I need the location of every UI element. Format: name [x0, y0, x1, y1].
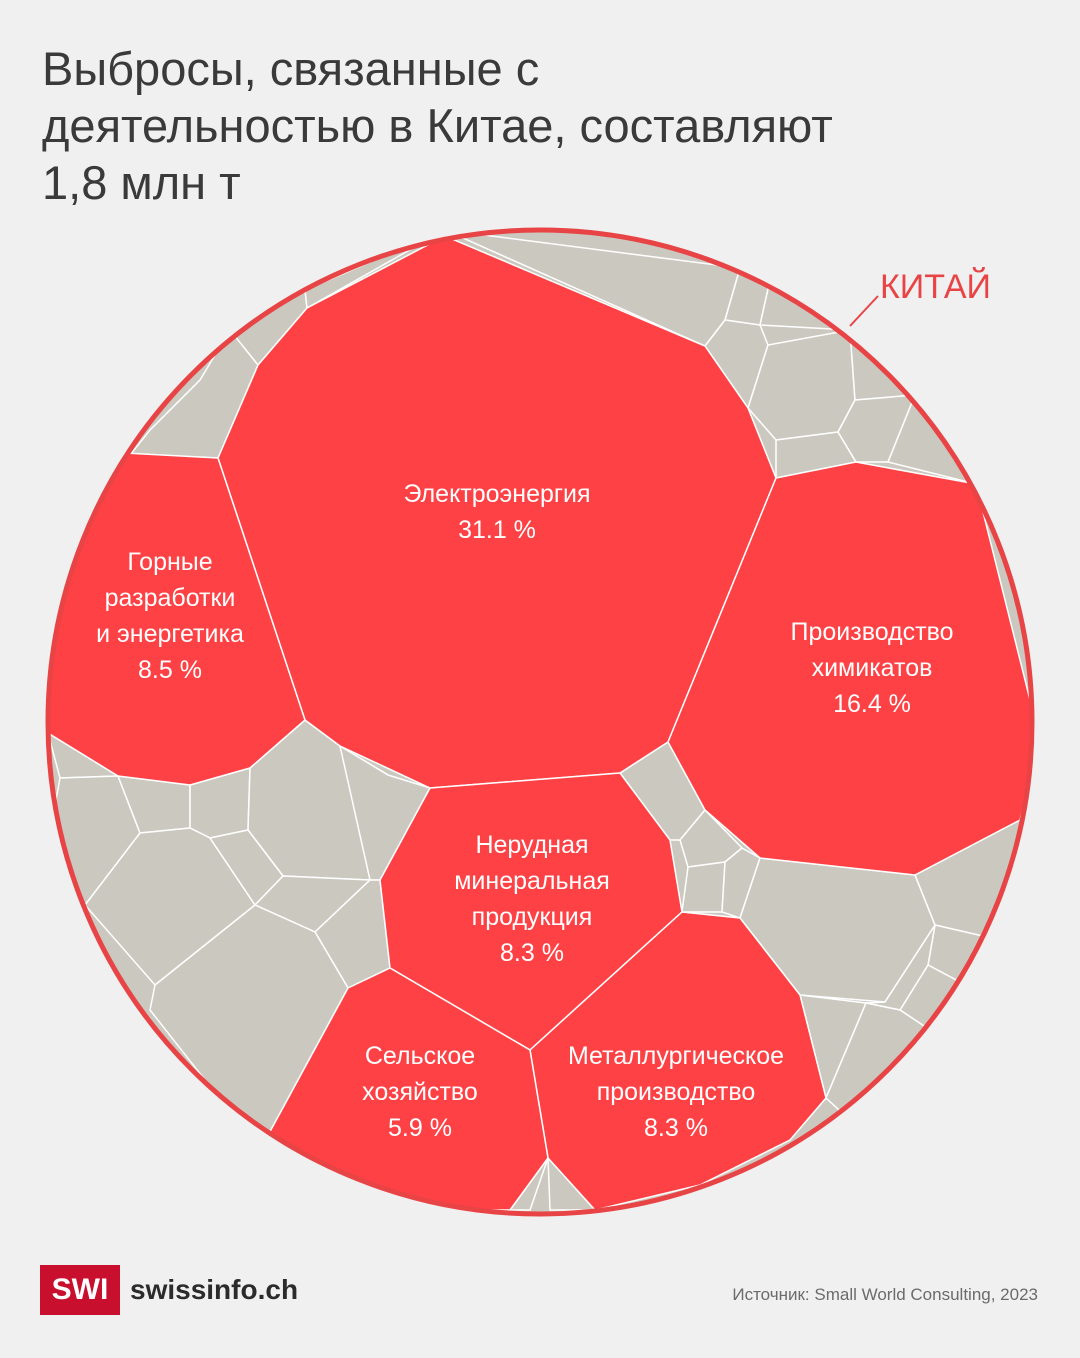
sector-name: продукция	[472, 903, 593, 931]
circle-outline	[45, 227, 1035, 1217]
sector-label: Производство химикатов 16.4 %	[790, 618, 953, 718]
source-note: Источник: Small World Consulting, 2023	[732, 1285, 1038, 1304]
sector-label: Электроэнергия 31.1 %	[403, 480, 590, 544]
minor-sector-cell	[865, 924, 936, 1011]
sector-label: Сельское хозяйство 5.9 %	[362, 1042, 478, 1142]
sector-name: Горные	[127, 548, 212, 576]
title-line: деятельностью в Китае, составляют	[42, 99, 833, 152]
sector-name: производство	[597, 1078, 756, 1106]
swissinfo-logo[interactable]: SWI swissinfo.ch	[40, 1265, 298, 1315]
sector-label: Нерудная минеральная продукция 8.3 %	[454, 831, 610, 967]
title-line: Выбросы, связанные с	[42, 42, 540, 95]
minor-sector-cell	[681, 861, 726, 913]
sector-label: Горные разработки и энергетика 8.5 %	[96, 548, 244, 684]
sector-name: Электроэнергия	[403, 480, 590, 508]
sector-name: хозяйство	[362, 1078, 478, 1106]
sector-name: Нерудная	[475, 831, 588, 859]
sector-value: 8.3 %	[644, 1114, 708, 1142]
title-line: 1,8 млн т	[42, 156, 241, 209]
sector-name: Производство	[790, 618, 953, 646]
sector-name: разработки	[105, 584, 236, 612]
sector-name: и энергетика	[96, 620, 244, 648]
minor-sector-cell	[837, 394, 917, 463]
sector-value: 8.3 %	[500, 939, 564, 967]
sector-value: 16.4 %	[833, 690, 911, 718]
major-sector-cells	[48, 235, 1032, 1211]
sector-name: Сельское	[365, 1042, 475, 1070]
region-leader-line	[849, 295, 879, 327]
sector-name: Металлургическое	[568, 1042, 784, 1070]
sector-value: 31.1 %	[458, 516, 536, 544]
sector-labels: Электроэнергия 31.1 % Производство химикато…	[96, 480, 953, 1142]
swi-logo-mark: SWI	[40, 1265, 120, 1315]
sector-name: минеральная	[454, 867, 610, 895]
region-label: КИТАЙ	[880, 268, 991, 306]
sector-value: 5.9 %	[388, 1114, 452, 1142]
sector-label: Металлургическое производство 8.3 %	[568, 1042, 784, 1142]
sector-name: химикатов	[812, 654, 933, 682]
sector-value: 8.5 %	[138, 656, 202, 684]
sector-cell	[529, 911, 827, 1211]
swissinfo-logo-text: swissinfo.ch	[130, 1274, 299, 1305]
chart-title: Выбросы, связанные с деятельностью в Кит…	[42, 40, 1042, 211]
